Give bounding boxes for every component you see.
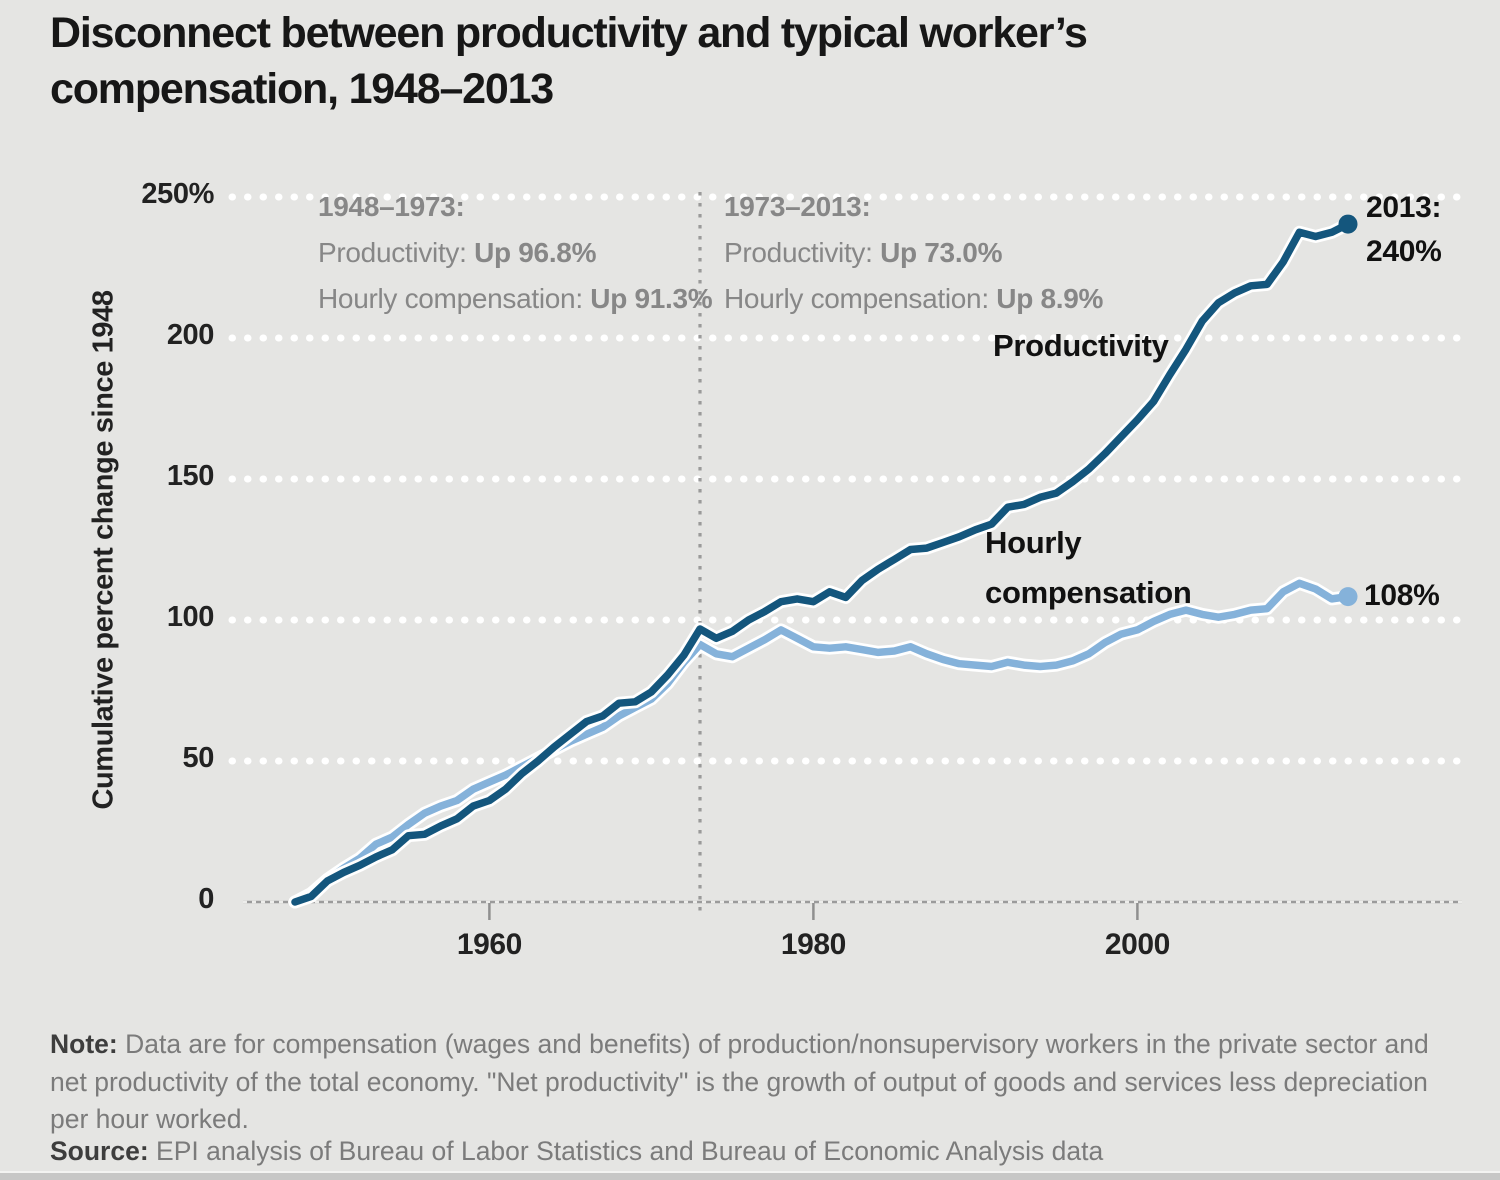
annotation-period-title: 1973–2013: [724,191,871,222]
x-tick-label: 1980 [780,928,847,961]
y-tick-label: 0 [198,883,214,915]
y-tick-label: 200 [166,319,215,351]
source-label: Source: [50,1136,149,1166]
chart-title: Disconnect between productivity and typi… [50,9,1088,113]
annotation-period-title: 1948–1973: [318,191,465,222]
y-axis-title: Cumulative percent change since 1948 [87,290,120,810]
y-tick-label: 150 [166,460,215,492]
annotation-compensation-label: Hourly compensation: [724,283,997,314]
note-body: Data are for compensation (wages and ben… [50,1029,1429,1135]
annotation-compensation-label: Hourly compensation: [318,283,591,314]
source-text: Source: EPI analysis of Bureau of Labor … [50,1136,1470,1167]
annotation-productivity-label: Productivity: [724,237,881,268]
hourly-compensation-series-label: Hourly compensation [985,525,1192,610]
annotation-1973-2013: 1973–2013: Productivity: Up 73.0% Hourly… [724,184,1103,322]
y-tick-label: 250% [141,178,214,210]
productivity-series-label: Productivity [993,328,1169,363]
annotation-productivity-label: Productivity: [318,237,475,268]
note-label: Note: [50,1029,118,1059]
y-tick-label: 50 [182,742,215,774]
productivity-end-dot [1338,214,1358,234]
annotation-compensation-value: Up 8.9% [996,283,1104,314]
compensation-end-value-label: 108% [1364,579,1440,612]
annotation-productivity-value: Up 73.0% [880,237,1003,268]
compensation-end-dot [1338,587,1358,607]
line-chart [228,192,1472,920]
note-text: Note: Data are for compensation (wages a… [50,1026,1470,1139]
y-tick-label: 100 [166,601,215,633]
x-tick-label: 2000 [1104,928,1171,961]
productivity-line [291,220,1352,906]
annotation-1948-1973: 1948–1973: Productivity: Up 96.8% Hourly… [318,184,713,322]
source-body: EPI analysis of Bureau of Labor Statisti… [148,1136,1104,1166]
x-tick-label: 1960 [456,928,523,961]
compensation-line-casing [288,576,1355,909]
plot-area: Cumulative percent change since 1948 0 50… [87,178,1472,961]
productivity-end-value-label: 2013: 240% [1366,191,1442,268]
compensation-line [291,579,1352,906]
annotation-productivity-value: Up 96.8% [474,237,597,268]
bottom-edge-strip [0,1171,1500,1180]
annotation-compensation-value: Up 91.3% [590,283,713,314]
